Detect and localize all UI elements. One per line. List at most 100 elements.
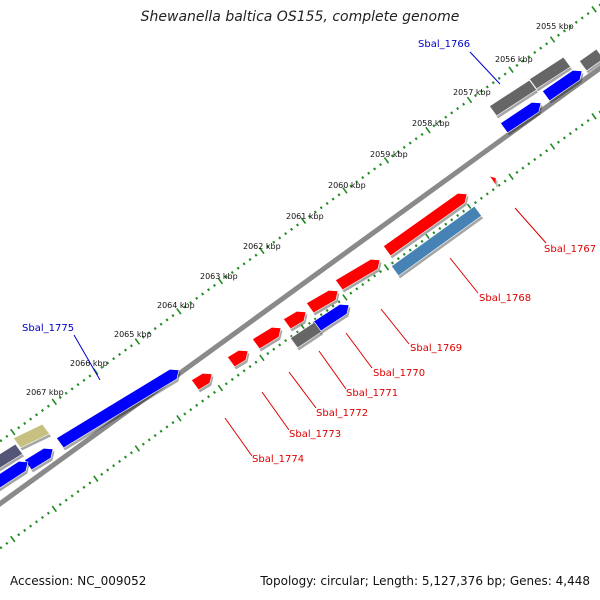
inner-tick <box>545 149 549 153</box>
inner-tick <box>82 485 86 489</box>
inner-tick <box>549 143 556 150</box>
outer-tick <box>456 106 460 111</box>
gene-sbal-1769[interactable] <box>335 258 381 291</box>
connector-sbal-1772 <box>288 371 317 409</box>
gene-label-sbal-1766[interactable]: Sbal_1766 <box>418 39 470 50</box>
kbp-label-2055: 2055 kbp <box>536 22 574 31</box>
gene-sbal-1770[interactable] <box>306 289 339 314</box>
outer-tick <box>450 111 454 115</box>
inner-tick <box>479 196 483 200</box>
gene-features <box>0 48 600 492</box>
gene-gray-3[interactable] <box>529 56 571 90</box>
outer-tick <box>70 387 74 391</box>
gene-steelblue-1[interactable] <box>391 205 482 277</box>
inner-tick <box>367 278 371 282</box>
outer-tick <box>432 124 436 128</box>
inner-tick <box>390 261 394 265</box>
inner-tick <box>539 153 543 157</box>
inner-tick <box>0 546 3 550</box>
inner-tick <box>438 226 442 231</box>
outer-tick <box>556 33 560 37</box>
gene-sbal-1774[interactable] <box>191 372 213 391</box>
inner-tick <box>450 218 454 222</box>
outer-tick <box>147 331 151 335</box>
gene-gray-2[interactable] <box>489 79 537 117</box>
label-connectors <box>73 51 547 457</box>
gene-label-sbal-1775[interactable]: Sbal_1775 <box>22 323 74 334</box>
inner-tick <box>134 445 141 452</box>
gene-label-sbal-1771[interactable]: Sbal_1771 <box>346 388 398 399</box>
outer-tick <box>349 184 353 188</box>
gene-label-sbal-1768[interactable]: Sbal_1768 <box>479 293 531 304</box>
outer-tick <box>444 115 448 119</box>
inner-tick <box>373 274 377 278</box>
kbp-label-2060: 2060 kbp <box>328 181 366 190</box>
outer-tick <box>189 301 193 305</box>
gene-sbal-1768[interactable] <box>383 192 468 257</box>
gene-gray-1[interactable] <box>290 321 322 349</box>
inner-tick <box>70 494 74 498</box>
inner-tick <box>527 162 531 166</box>
outer-tick <box>438 119 442 124</box>
inner-tick <box>88 481 92 485</box>
kbp-label-2058: 2058 kbp <box>412 119 450 128</box>
inner-tick <box>236 373 240 377</box>
inner-tick <box>432 231 436 235</box>
gene-sbal-1771[interactable] <box>283 310 307 330</box>
inner-tick <box>147 438 151 442</box>
accession-text: Accession: NC_009052 <box>10 574 147 588</box>
gene-label-sbal-1767[interactable]: Sbal_1767 <box>544 244 596 255</box>
gene-label-sbal-1770[interactable]: Sbal_1770 <box>373 368 425 379</box>
connector-sbal-1771 <box>318 350 347 390</box>
gene-blue-5[interactable] <box>0 460 29 489</box>
outer-tick <box>300 217 307 224</box>
inner-tick <box>64 498 68 502</box>
inner-tick <box>23 528 27 532</box>
inner-tick <box>462 209 466 213</box>
gene-blue-2[interactable] <box>500 101 542 134</box>
inner-tick <box>242 369 246 373</box>
gene-label-sbal-1772[interactable]: Sbal_1772 <box>316 408 368 419</box>
outer-tick <box>40 408 44 413</box>
gene-blue-3[interactable] <box>542 69 583 102</box>
gene-rna-1[interactable] <box>13 423 50 449</box>
connector-sbal-1770 <box>345 332 373 369</box>
kbp-label-2057: 2057 kbp <box>453 88 491 97</box>
inner-tick <box>230 377 234 382</box>
gene-sbal-1773[interactable] <box>227 349 249 368</box>
outer-tick <box>379 163 383 167</box>
outer-tick <box>17 426 21 430</box>
gene-gray-4[interactable] <box>579 48 600 72</box>
outer-tick <box>0 439 3 443</box>
inner-tick <box>591 113 597 120</box>
outer-tick <box>574 20 578 24</box>
outer-tick <box>549 36 556 43</box>
inner-tick <box>153 433 157 438</box>
gene-label-sbal-1774[interactable]: Sbal_1774 <box>252 454 304 465</box>
outer-tick <box>396 150 400 154</box>
outer-tick <box>236 266 240 270</box>
outer-tick <box>390 154 394 158</box>
outer-tick <box>485 85 489 89</box>
gene-blue-4[interactable] <box>24 447 54 471</box>
outer-tick <box>580 16 584 20</box>
inner-tick <box>35 520 39 524</box>
outer-tick <box>242 262 246 266</box>
gene-sbal-1767[interactable] <box>484 168 497 187</box>
gene-sbal-1772[interactable] <box>252 326 282 350</box>
kbp-label-2066: 2066 kbp <box>70 359 108 368</box>
gene-sbal-1775[interactable] <box>56 368 180 449</box>
gene-label-sbal-1773[interactable]: Sbal_1773 <box>289 429 341 440</box>
gene-label-sbal-1769[interactable]: Sbal_1769 <box>410 343 462 354</box>
genome-backbone <box>0 65 600 507</box>
outer-tick <box>5 434 9 438</box>
inner-tick <box>272 347 276 351</box>
outer-tick <box>278 236 282 240</box>
outer-tick <box>420 132 424 136</box>
inner-tick <box>29 524 33 528</box>
gene-gray-5[interactable] <box>0 443 23 469</box>
inner-tick <box>189 408 193 412</box>
outer-tick <box>29 417 33 421</box>
inner-tick <box>408 248 412 252</box>
